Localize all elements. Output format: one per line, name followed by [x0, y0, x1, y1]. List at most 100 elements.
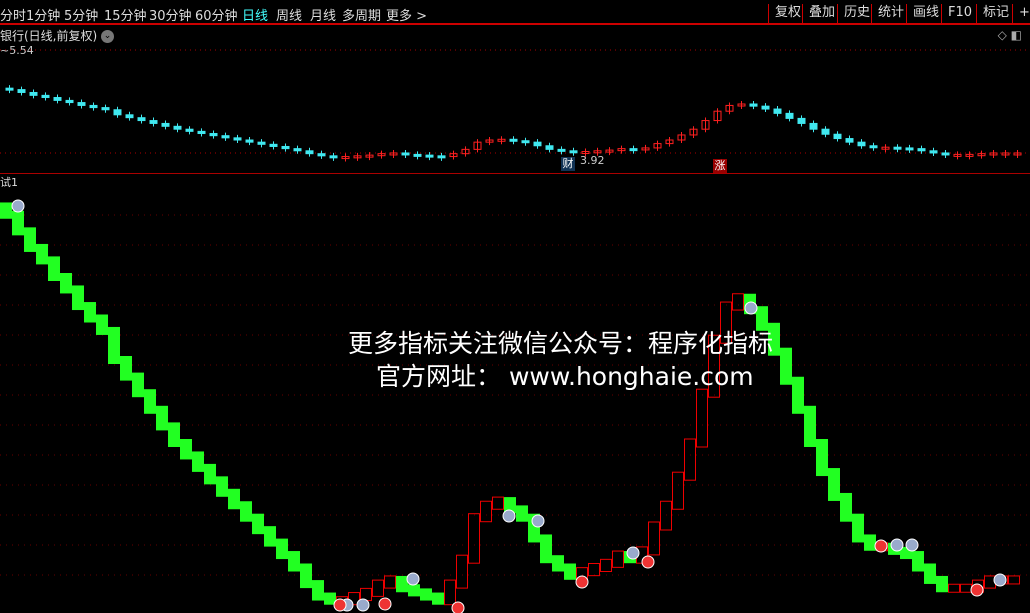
- panel-divider[interactable]: [0, 173, 1030, 174]
- tab-8[interactable]: 月线: [310, 9, 337, 24]
- candle: [821, 128, 830, 135]
- candle: [77, 102, 86, 106]
- sell-signal-icon: [356, 598, 370, 612]
- chart-title: 银行(日线,前复权) ⌄: [0, 27, 115, 44]
- candle: [857, 141, 866, 147]
- candle: [425, 154, 434, 158]
- tab-2[interactable]: 5分钟: [64, 9, 99, 24]
- indicator-down-bar: [780, 347, 792, 385]
- indicator-down-bar: [36, 243, 48, 265]
- candle: [929, 150, 938, 154]
- indicator-up-bar: [648, 521, 660, 556]
- toolbar-button-2[interactable]: 历史: [837, 4, 876, 25]
- indicator-down-bar: [864, 534, 876, 551]
- panel-toggle-icon[interactable]: ◧: [1010, 28, 1022, 42]
- candle: [725, 104, 734, 112]
- candle: [53, 97, 62, 101]
- indicator-up-bar: [384, 575, 396, 589]
- indicator-up-bar: [672, 471, 684, 510]
- candle: [353, 155, 362, 159]
- candle: [1013, 152, 1022, 156]
- candle: [125, 114, 134, 119]
- indicator-up-bar: [660, 500, 672, 531]
- candle: [221, 135, 230, 139]
- indicator-down-bar: [120, 356, 132, 381]
- indicator-down-bar: [768, 322, 780, 356]
- candle: [233, 137, 242, 141]
- indicator-down-bar: [516, 505, 528, 522]
- tab-6[interactable]: 日线: [242, 9, 269, 24]
- limit-up-tag[interactable]: 涨: [713, 159, 727, 173]
- candle: [881, 146, 890, 150]
- candle: [773, 108, 782, 114]
- candle: [341, 156, 350, 160]
- indicator-down-bar: [852, 513, 864, 543]
- candle: [809, 122, 818, 130]
- toolbar-button-0[interactable]: 复权: [768, 4, 807, 25]
- candle: [737, 103, 746, 107]
- indicator-down-bar: [24, 227, 36, 252]
- toolbar-button-1[interactable]: 叠加: [802, 4, 841, 25]
- finance-tag[interactable]: 财: [561, 157, 575, 171]
- indicator-down-bar: [300, 563, 312, 589]
- candle: [593, 150, 602, 154]
- indicator-up-bar: [948, 583, 960, 593]
- indicator-down-bar: [192, 451, 204, 472]
- tab-1[interactable]: 1分钟: [26, 9, 61, 24]
- chevron-down-icon[interactable]: ⌄: [101, 30, 115, 43]
- candle: [365, 154, 374, 158]
- indicator-down-bar: [216, 476, 228, 497]
- tab-0[interactable]: 分时: [0, 9, 27, 24]
- sell-signal-icon: [531, 514, 545, 528]
- candle: [617, 148, 626, 152]
- candle: [965, 153, 974, 157]
- sell-signal-icon: [744, 301, 758, 315]
- candle: [605, 149, 614, 153]
- stock-title: 银行(日线,前复权): [0, 29, 98, 43]
- toolbar-button-6[interactable]: 标记: [976, 4, 1015, 25]
- low-price-label: 3.92: [580, 154, 605, 167]
- candle: [941, 152, 950, 156]
- toolbar-button-3[interactable]: 统计: [871, 4, 910, 25]
- buy-signal-icon: [641, 555, 655, 569]
- indicator-down-bar: [816, 439, 828, 477]
- candle: [209, 133, 218, 137]
- toolbar-button-7[interactable]: +自: [1012, 4, 1030, 25]
- indicator-down-bar: [504, 497, 516, 514]
- indicator-down-bar: [12, 210, 24, 236]
- candle: [581, 151, 590, 155]
- tab-9[interactable]: 多周期: [342, 9, 382, 24]
- candle: [833, 133, 842, 140]
- tab-3[interactable]: 15分钟: [104, 9, 147, 24]
- tab-5[interactable]: 60分钟: [195, 9, 238, 24]
- toolbar-button-4[interactable]: 画线: [906, 4, 945, 25]
- indicator-down-bar: [432, 592, 444, 605]
- tab-4[interactable]: 30分钟: [149, 9, 192, 24]
- candle: [5, 87, 14, 91]
- candle: [149, 120, 158, 124]
- indicator-down-bar: [924, 563, 936, 584]
- candle: [797, 117, 806, 124]
- sell-signal-icon: [502, 509, 516, 523]
- indicator-down-bar: [276, 538, 288, 560]
- indicator-down-bar: [48, 256, 60, 281]
- candle: [41, 94, 50, 99]
- indicator-up-bar: [732, 293, 744, 311]
- tab-7[interactable]: 周线: [276, 9, 303, 24]
- indicator-down-bar: [264, 526, 276, 547]
- buy-signal-icon: [874, 539, 888, 553]
- candle: [305, 150, 314, 155]
- candle: [101, 107, 110, 111]
- candle: [629, 148, 638, 152]
- toolbar-button-5[interactable]: F10: [941, 4, 978, 25]
- watermark: 更多指标关注微信公众号：程序化指标 官方网址： www.honghaie.com: [348, 327, 773, 393]
- indicator-down-bar: [84, 302, 96, 323]
- indicator-down-bar: [0, 202, 12, 219]
- candle: [497, 138, 506, 142]
- candle: [557, 148, 566, 152]
- tab-10[interactable]: 更多 >: [386, 9, 428, 24]
- buy-signal-icon: [451, 601, 465, 613]
- candle: [449, 153, 458, 158]
- diamond-icon[interactable]: ◇: [997, 28, 1007, 42]
